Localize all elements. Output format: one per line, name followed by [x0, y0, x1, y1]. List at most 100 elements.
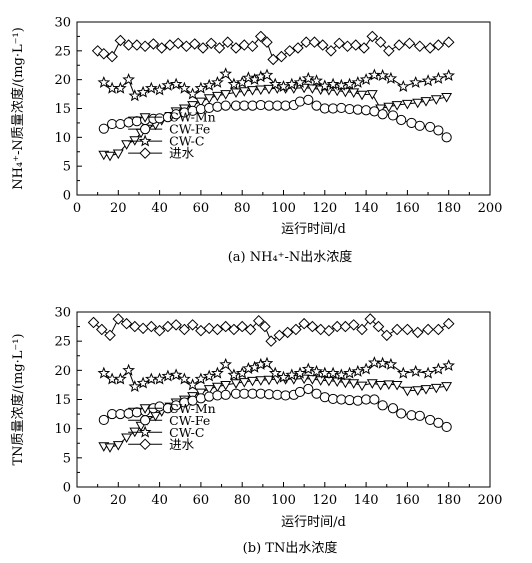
data-point-b-1 [414, 410, 425, 421]
data-point-a-3 [275, 50, 288, 63]
data-point-a-1 [294, 96, 306, 107]
data-point-b-0 [401, 386, 413, 397]
data-point-a-0 [112, 149, 124, 160]
data-point-b-3 [137, 322, 149, 335]
legend-label-b-2: CW-C [169, 425, 204, 440]
legend-marker-b-2 [138, 425, 152, 438]
data-point-a-2 [122, 73, 136, 85]
data-point-a-2 [242, 71, 255, 84]
data-point-b-2 [351, 364, 365, 377]
data-point-a-0 [339, 87, 351, 98]
data-point-b-2 [367, 356, 381, 369]
data-point-a-2 [318, 79, 332, 92]
data-point-b-0 [263, 375, 275, 386]
data-point-a-2 [144, 81, 158, 94]
chart-panel-a: 0 20 40 60 80 100 120 140 160 180 200 0 5 10 15 20 25 30 运… [10, 16, 502, 238]
y-tick-label-a: 10 [54, 131, 71, 146]
data-point-a-2 [376, 68, 390, 82]
data-point-b-0 [255, 376, 267, 386]
data-point-a-3 [131, 39, 143, 51]
data-point-b-2 [153, 372, 166, 385]
data-point-a-0 [187, 101, 199, 111]
data-point-b-0 [195, 388, 207, 399]
data-point-a-3 [424, 42, 436, 54]
data-point-b-3 [391, 323, 403, 336]
data-point-a-1 [115, 118, 126, 130]
y-tick-label-b: 30 [54, 306, 71, 321]
data-point-b-1 [98, 414, 109, 426]
y-tick-label-b: 0 [63, 481, 71, 496]
data-point-a-2 [277, 79, 290, 93]
data-point-b-3 [339, 320, 352, 333]
data-point-b-3 [195, 324, 207, 337]
data-point-a-1 [441, 132, 452, 143]
data-point-b-1 [433, 417, 444, 428]
data-point-a-0 [391, 101, 403, 111]
data-point-a-0 [420, 97, 432, 107]
data-point-a-2 [105, 81, 119, 94]
data-point-a-3 [283, 45, 296, 57]
x-tick-label-a: 80 [234, 201, 251, 216]
x-tick-label-b: 20 [110, 493, 127, 508]
data-point-b-0 [412, 386, 424, 396]
data-point-b-0 [356, 381, 368, 392]
x-tick-label-a: 120 [312, 201, 337, 216]
data-point-a-3 [213, 42, 226, 54]
data-point-a-3 [139, 40, 151, 53]
data-point-b-0 [211, 382, 223, 393]
data-point-b-0 [203, 385, 215, 395]
data-point-b-1 [123, 408, 134, 419]
x-axis-title-b: 运行时间/d [281, 515, 346, 530]
legend-label-a-1: CW-Fe [169, 122, 210, 137]
data-point-a-3 [308, 36, 321, 48]
data-point-a-1 [433, 125, 444, 136]
data-point-a-0 [383, 102, 395, 113]
data-point-a-0 [220, 90, 232, 100]
data-point-b-2 [227, 368, 241, 381]
data-point-a-2 [301, 71, 315, 84]
y-tick-label-a: 25 [54, 44, 71, 59]
data-point-b-3 [112, 313, 125, 325]
legend-label-b-1: CW-Fe [169, 413, 210, 428]
data-point-b-3 [170, 319, 182, 331]
data-point-a-2 [97, 75, 111, 88]
data-point-b-1 [377, 400, 388, 411]
data-point-a-0 [121, 140, 133, 150]
data-point-b-3 [273, 329, 286, 342]
data-point-b-0 [383, 380, 395, 390]
data-point-a-3 [147, 38, 160, 50]
data-point-b-3 [356, 323, 368, 336]
data-point-a-2 [202, 78, 216, 91]
data-point-a-3 [366, 30, 379, 43]
data-point-b-2 [431, 362, 445, 375]
x-tick-label-a: 20 [110, 201, 127, 216]
data-point-a-0 [238, 87, 250, 97]
data-point-b-3 [145, 320, 158, 333]
data-point-b-3 [306, 320, 319, 333]
x-tick-label-a: 0 [73, 201, 81, 216]
x-tick-label-b: 140 [354, 493, 379, 508]
data-point-a-3 [393, 39, 405, 51]
data-point-a-2 [219, 67, 232, 80]
data-point-b-0 [306, 375, 318, 385]
data-point-b-3 [314, 323, 327, 336]
data-point-b-0 [112, 441, 124, 451]
data-point-a-1 [336, 102, 347, 114]
data-point-a-3 [267, 53, 279, 66]
x-tick-label-a: 200 [478, 201, 503, 216]
data-point-b-2 [169, 368, 183, 381]
data-point-a-0 [430, 95, 442, 105]
data-point-a-1 [98, 123, 109, 134]
data-point-a-3 [413, 40, 426, 53]
data-point-b-3 [129, 320, 141, 333]
data-point-b-3 [153, 324, 166, 337]
data-point-b-0 [247, 376, 258, 387]
data-point-b-2 [122, 363, 136, 376]
data-point-a-1 [154, 113, 165, 124]
data-point-b-2 [260, 356, 274, 369]
y-tick-label-b: 25 [54, 335, 71, 350]
y-tick-label-b: 20 [54, 364, 71, 379]
data-point-b-2 [335, 368, 348, 381]
data-point-a-2 [186, 87, 200, 100]
data-point-a-1 [220, 100, 231, 111]
